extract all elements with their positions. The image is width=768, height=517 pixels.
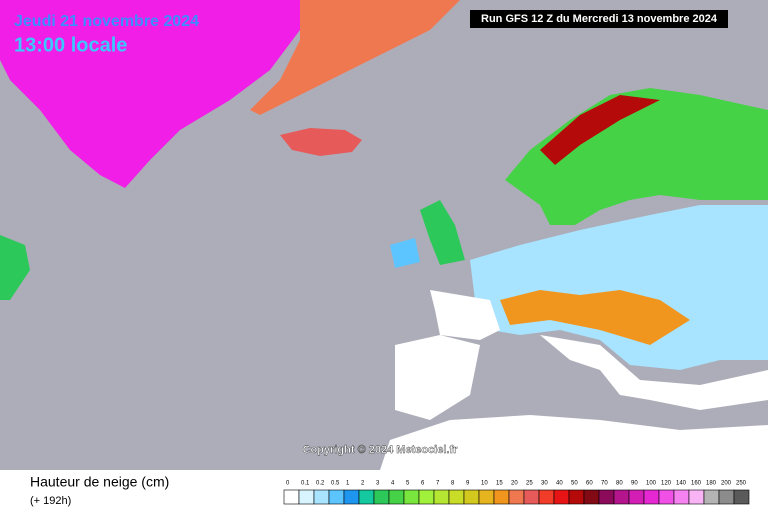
- legend-label: 8: [451, 481, 455, 487]
- legend-label: 7: [436, 481, 440, 487]
- legend-label: 0.1: [301, 481, 310, 487]
- greenland-east: [250, 0, 460, 115]
- north-africa: [380, 415, 768, 470]
- legend-swatch: [298, 489, 315, 505]
- legend-swatch: [718, 489, 735, 505]
- legend-label: 70: [601, 481, 608, 487]
- legend-label: 3: [376, 481, 380, 487]
- legend-label: 120: [661, 481, 672, 487]
- legend-swatch: [553, 489, 570, 505]
- legend-swatch: [568, 489, 585, 505]
- iberia: [395, 335, 480, 420]
- alps-carpathians: [500, 290, 690, 345]
- greenland: [0, 0, 300, 188]
- france-west: [430, 290, 500, 340]
- legend-swatch: [628, 489, 645, 505]
- legend-swatch: [673, 489, 690, 505]
- legend-label: 100: [646, 481, 657, 487]
- legend-label: 25: [526, 481, 533, 487]
- legend-label: 30: [541, 481, 548, 487]
- legend-label: 60: [586, 481, 593, 487]
- legend-label: 0.5: [331, 481, 340, 487]
- legend-swatch: [328, 489, 345, 505]
- legend-label: 9: [466, 481, 470, 487]
- legend-label: 6: [421, 481, 425, 487]
- legend-label: 160: [691, 481, 702, 487]
- legend-swatch: [613, 489, 630, 505]
- legend-swatch: [343, 489, 360, 505]
- legend-swatch: [508, 489, 525, 505]
- legend-label: 20: [511, 481, 518, 487]
- legend-swatch: [598, 489, 615, 505]
- legend-swatch: [703, 489, 720, 505]
- legend-label: 50: [571, 481, 578, 487]
- legend-swatch: [418, 489, 435, 505]
- legend-swatch: [313, 489, 330, 505]
- legend-swatch: [658, 489, 675, 505]
- legend-swatch: [688, 489, 705, 505]
- legend-swatch: [388, 489, 405, 505]
- run-box: [470, 10, 728, 28]
- footer-title: Hauteur de neige (cm): [30, 474, 169, 490]
- legend-label: 140: [676, 481, 687, 487]
- scandinavia: [505, 88, 768, 225]
- legend-label: 1: [346, 481, 350, 487]
- legend-label: 4: [391, 481, 395, 487]
- legend-swatch: [403, 489, 420, 505]
- legend-label: 200: [721, 481, 732, 487]
- legend-label: 250: [736, 481, 747, 487]
- legend-label: 40: [556, 481, 563, 487]
- britain: [420, 200, 465, 265]
- legend: 0 0.1 0.2 0.5 1 2 3 4 5 6 7 8 9 10 15 20 25 30 40 50 60 70 80 9…: [283, 481, 750, 505]
- legend-label: 0.2: [316, 481, 325, 487]
- ireland: [390, 238, 420, 268]
- legend-swatch: [493, 489, 510, 505]
- legend-swatch: [358, 489, 375, 505]
- mountains-north: [540, 95, 660, 165]
- legend-label: 80: [616, 481, 623, 487]
- footer-lead: (+ 192h): [30, 495, 71, 507]
- legend-label: 0: [286, 481, 290, 487]
- legend-swatch: [478, 489, 495, 505]
- legend-swatch: [433, 489, 450, 505]
- date: Jeudi 21 novembre 2024: [14, 13, 199, 30]
- south-europe: [540, 335, 768, 410]
- legend-swatch: [733, 489, 750, 505]
- legend-swatch: [373, 489, 390, 505]
- canada-edge: [0, 235, 30, 300]
- legend-label: 180: [706, 481, 717, 487]
- copyright: Copyright © 2024 Meteociel.fr: [303, 444, 459, 456]
- central-europe: [470, 205, 768, 370]
- legend-swatch: [283, 489, 300, 505]
- legend-swatch: [463, 489, 480, 505]
- legend-swatch: [523, 489, 540, 505]
- legend-label: 15: [496, 481, 503, 487]
- legend-label: 2: [361, 481, 365, 487]
- legend-swatch: [538, 489, 555, 505]
- legend-label: 5: [406, 481, 410, 487]
- time: 13:00 locale: [14, 34, 127, 56]
- iceland: [280, 128, 362, 156]
- legend-swatch: [583, 489, 600, 505]
- run-info: Run GFS 12 Z du Mercredi 13 novembre 202…: [481, 13, 718, 25]
- legend-swatch: [643, 489, 660, 505]
- legend-label: 90: [631, 481, 638, 487]
- legend-label: 10: [481, 481, 488, 487]
- legend-swatch: [448, 489, 465, 505]
